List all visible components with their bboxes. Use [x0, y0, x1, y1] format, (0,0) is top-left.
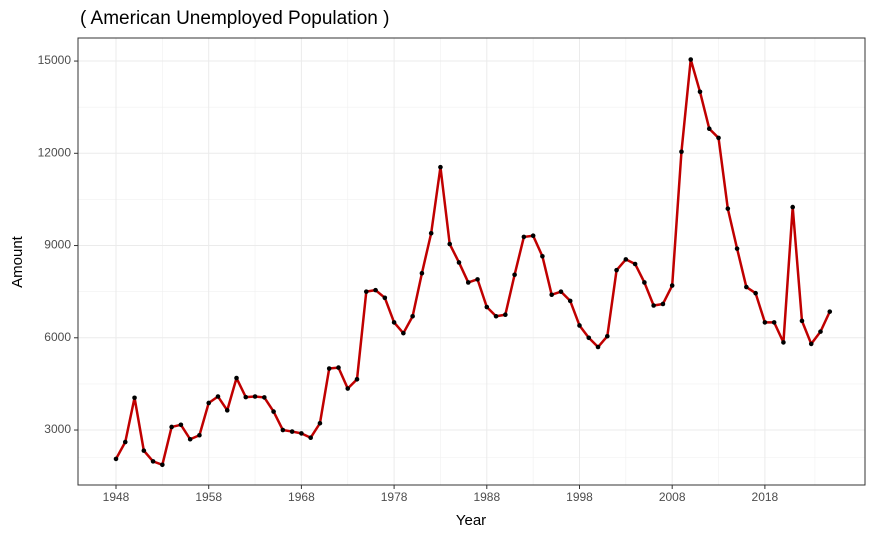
y-tick-label: 12000 [38, 145, 72, 159]
data-point [577, 323, 582, 328]
data-point [252, 394, 258, 399]
data-point [734, 246, 740, 251]
y-tick-label: 9000 [44, 238, 71, 252]
data-point [410, 313, 415, 319]
data-point [447, 241, 453, 247]
data-point [363, 289, 369, 294]
data-point [373, 287, 378, 293]
data-point [484, 304, 490, 310]
data-point [178, 422, 184, 428]
data-point [122, 439, 128, 445]
data-point [688, 57, 694, 62]
data-point [540, 254, 545, 259]
data-point [697, 89, 703, 95]
data-point [530, 233, 536, 239]
data-point [642, 280, 647, 285]
data-point [521, 234, 527, 240]
data-point [160, 462, 165, 468]
y-tick-label: 6000 [44, 330, 71, 344]
x-tick-label: 1948 [103, 490, 130, 504]
data-point [725, 206, 731, 211]
data-point [827, 309, 833, 314]
data-point [623, 257, 629, 262]
data-point [558, 289, 564, 294]
data-point [206, 400, 212, 406]
data-point [465, 280, 471, 285]
data-point [243, 394, 249, 400]
data-point [762, 320, 768, 325]
data-point [790, 204, 795, 210]
x-tick-label: 1968 [288, 490, 315, 504]
x-tick-label: 1988 [473, 490, 500, 504]
data-point [586, 335, 592, 341]
data-point [132, 395, 137, 401]
data-point [781, 340, 786, 345]
x-tick-label: 1978 [381, 490, 408, 504]
data-point [289, 429, 295, 434]
data-point [169, 424, 174, 430]
data-point [753, 290, 758, 296]
data-point [141, 448, 147, 453]
data-point [549, 292, 554, 298]
data-point [428, 230, 434, 236]
series-line [114, 58, 831, 467]
data-point [493, 313, 499, 319]
data-point [605, 333, 610, 339]
data-point [299, 431, 304, 436]
x-tick-label: 1958 [195, 490, 222, 504]
plot-border [77, 37, 866, 486]
x-tick-label: 1998 [566, 490, 593, 504]
data-point [224, 408, 230, 413]
x-tick-label: 2008 [659, 490, 686, 504]
data-point [679, 149, 684, 155]
data-point [716, 135, 721, 141]
data-point [438, 164, 443, 170]
data-point [503, 312, 508, 318]
data-point [197, 432, 202, 438]
data-point [317, 420, 323, 426]
data-point [308, 435, 313, 441]
data-point [113, 456, 119, 462]
data-point [567, 298, 573, 304]
data-point [280, 427, 286, 433]
data-point [475, 277, 480, 282]
data-point [336, 365, 341, 370]
data-point [660, 301, 666, 307]
y-axis-label: Amount [9, 235, 26, 288]
data-point [706, 126, 712, 132]
data-point [799, 318, 805, 324]
data-point [262, 395, 267, 400]
y-tick-label: 3000 [44, 422, 71, 436]
data-point [669, 283, 675, 288]
data-point [614, 267, 619, 273]
data-point [456, 260, 462, 265]
data-point [512, 272, 517, 278]
data-point [150, 459, 156, 464]
data-point [419, 270, 425, 276]
data-point [771, 320, 777, 325]
data-point [818, 329, 823, 334]
data-point [234, 375, 239, 381]
data-point [271, 409, 276, 414]
data-point [744, 284, 749, 290]
data-point [391, 320, 397, 325]
data-point [326, 366, 332, 371]
data-point [808, 341, 814, 347]
chart-title: ( American Unemployed Population ) [80, 8, 389, 29]
data-point [215, 394, 221, 399]
x-axis-label: Year [456, 512, 486, 529]
x-tick-label: 2018 [752, 490, 779, 504]
data-point [651, 303, 656, 308]
data-point [595, 344, 601, 350]
data-point [632, 261, 638, 267]
data-point [187, 436, 193, 442]
data-point [345, 386, 351, 391]
data-point [354, 376, 360, 382]
data-point [401, 330, 406, 336]
y-tick-label: 15000 [38, 53, 72, 67]
data-point [382, 295, 388, 301]
